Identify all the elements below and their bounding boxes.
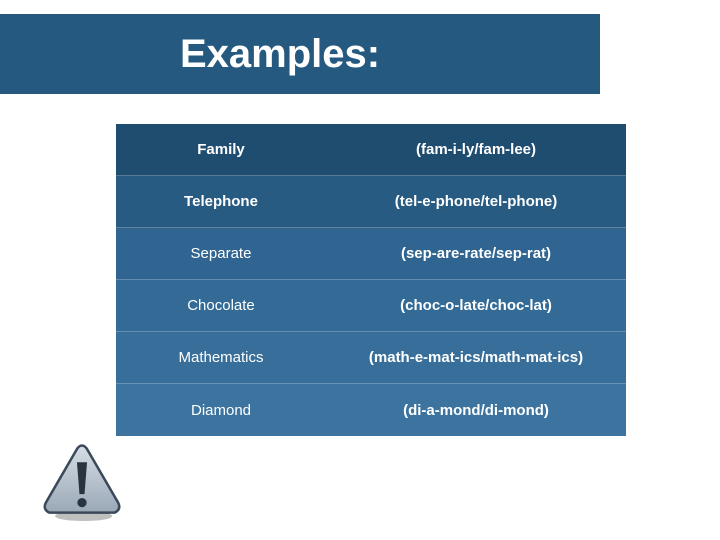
pronunciation-cell: (math-e-mat-ics/math-mat-ics)	[326, 332, 626, 383]
header-bar: Examples:	[0, 14, 600, 94]
warning-icon	[40, 442, 124, 522]
pronunciation-cell: (di-a-mond/di-mond)	[326, 384, 626, 436]
table-row: Separate (sep-are-rate/sep-rat)	[116, 228, 626, 280]
examples-table: Family (fam-i-ly/fam-lee) Telephone (tel…	[116, 124, 626, 436]
table-row: Mathematics (math-e-mat-ics/math-mat-ics…	[116, 332, 626, 384]
pronunciation-cell: (fam-i-ly/fam-lee)	[326, 124, 626, 175]
page-title: Examples:	[180, 32, 380, 77]
pronunciation-cell: (choc-o-late/choc-lat)	[326, 280, 626, 331]
table-row: Telephone (tel-e-phone/tel-phone)	[116, 176, 626, 228]
table-row: Chocolate (choc-o-late/choc-lat)	[116, 280, 626, 332]
word-cell: Telephone	[116, 176, 326, 227]
table-row: Family (fam-i-ly/fam-lee)	[116, 124, 626, 176]
word-cell: Separate	[116, 228, 326, 279]
pronunciation-cell: (tel-e-phone/tel-phone)	[326, 176, 626, 227]
word-cell: Diamond	[116, 384, 326, 436]
word-cell: Chocolate	[116, 280, 326, 331]
word-cell: Mathematics	[116, 332, 326, 383]
table-row: Diamond (di-a-mond/di-mond)	[116, 384, 626, 436]
pronunciation-cell: (sep-are-rate/sep-rat)	[326, 228, 626, 279]
word-cell: Family	[116, 124, 326, 175]
